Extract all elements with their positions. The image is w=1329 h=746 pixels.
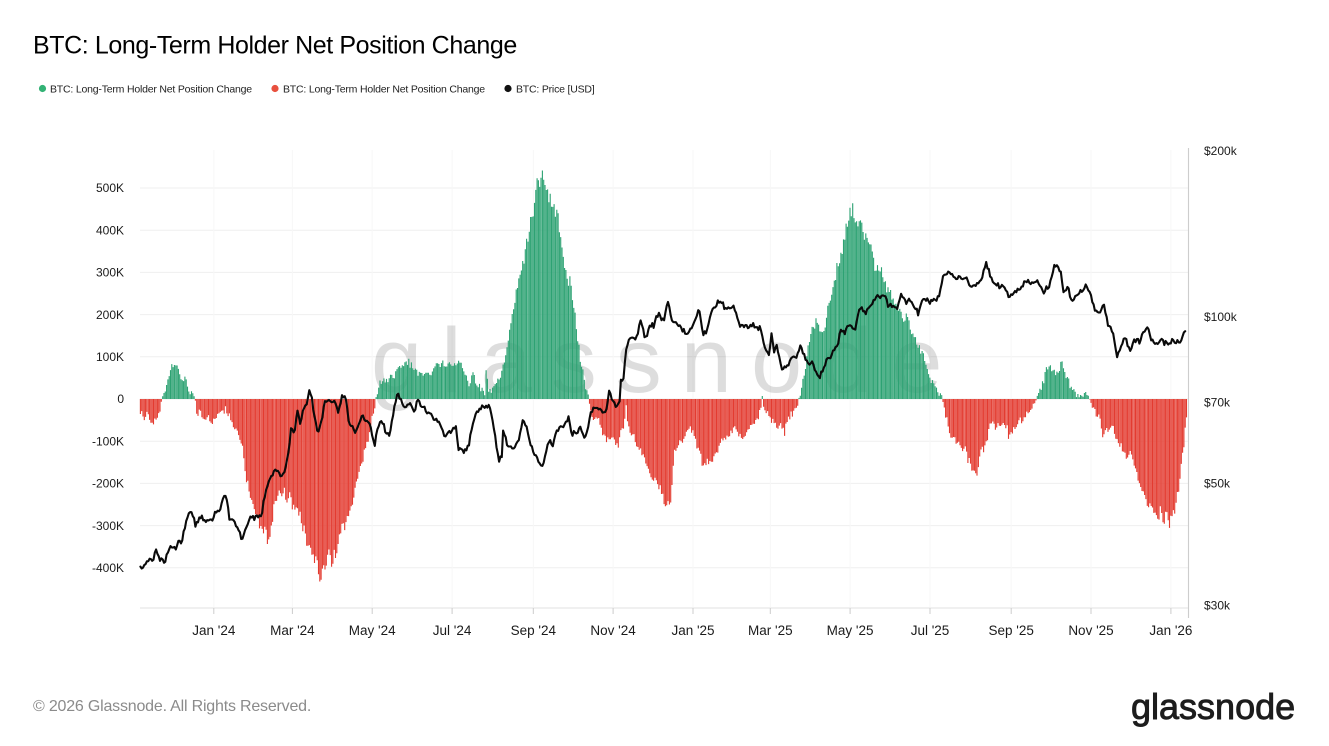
svg-text:BTC: Long-Term Holder Net Posi: BTC: Long-Term Holder Net Position Chang…: [33, 32, 517, 60]
svg-text:Jul '24: Jul '24: [433, 623, 472, 638]
svg-text:-400K: -400K: [92, 561, 124, 575]
svg-text:0: 0: [117, 392, 124, 406]
svg-text:-100K: -100K: [92, 434, 124, 448]
svg-text:-300K: -300K: [92, 519, 124, 533]
svg-text:Jan '24: Jan '24: [192, 623, 236, 638]
svg-text:BTC: Long-Term Holder Net Posi: BTC: Long-Term Holder Net Position Chang…: [283, 84, 485, 96]
svg-text:Jan '26: Jan '26: [1149, 623, 1192, 638]
svg-text:Jan '25: Jan '25: [671, 623, 714, 638]
svg-text:May '25: May '25: [827, 623, 874, 638]
svg-text:Nov '25: Nov '25: [1068, 623, 1113, 638]
svg-text:glassnode: glassnode: [1131, 686, 1295, 727]
svg-text:© 2026 Glassnode. All Rights R: © 2026 Glassnode. All Rights Reserved.: [33, 698, 311, 715]
svg-text:Mar '24: Mar '24: [270, 623, 315, 638]
svg-text:BTC: Price [USD]: BTC: Price [USD]: [516, 84, 595, 96]
svg-text:400K: 400K: [96, 223, 124, 237]
svg-text:May '24: May '24: [349, 623, 396, 638]
svg-text:Mar '25: Mar '25: [748, 623, 793, 638]
svg-text:$100k: $100k: [1204, 310, 1238, 324]
svg-text:Nov '24: Nov '24: [590, 623, 636, 638]
svg-text:-200K: -200K: [92, 477, 124, 491]
svg-text:500K: 500K: [96, 181, 124, 195]
svg-text:$200k: $200k: [1204, 144, 1238, 158]
svg-text:300K: 300K: [96, 266, 124, 280]
svg-text:Jul '25: Jul '25: [911, 623, 950, 638]
svg-text:$30k: $30k: [1204, 599, 1231, 613]
svg-text:200K: 200K: [96, 308, 124, 322]
svg-text:Sep '24: Sep '24: [511, 623, 557, 638]
svg-text:$70k: $70k: [1204, 395, 1231, 409]
svg-text:Sep '25: Sep '25: [989, 623, 1034, 638]
svg-text:100K: 100K: [96, 350, 124, 364]
svg-text:BTC: Long-Term Holder Net Posi: BTC: Long-Term Holder Net Position Chang…: [50, 84, 252, 96]
svg-text:$50k: $50k: [1204, 477, 1231, 491]
